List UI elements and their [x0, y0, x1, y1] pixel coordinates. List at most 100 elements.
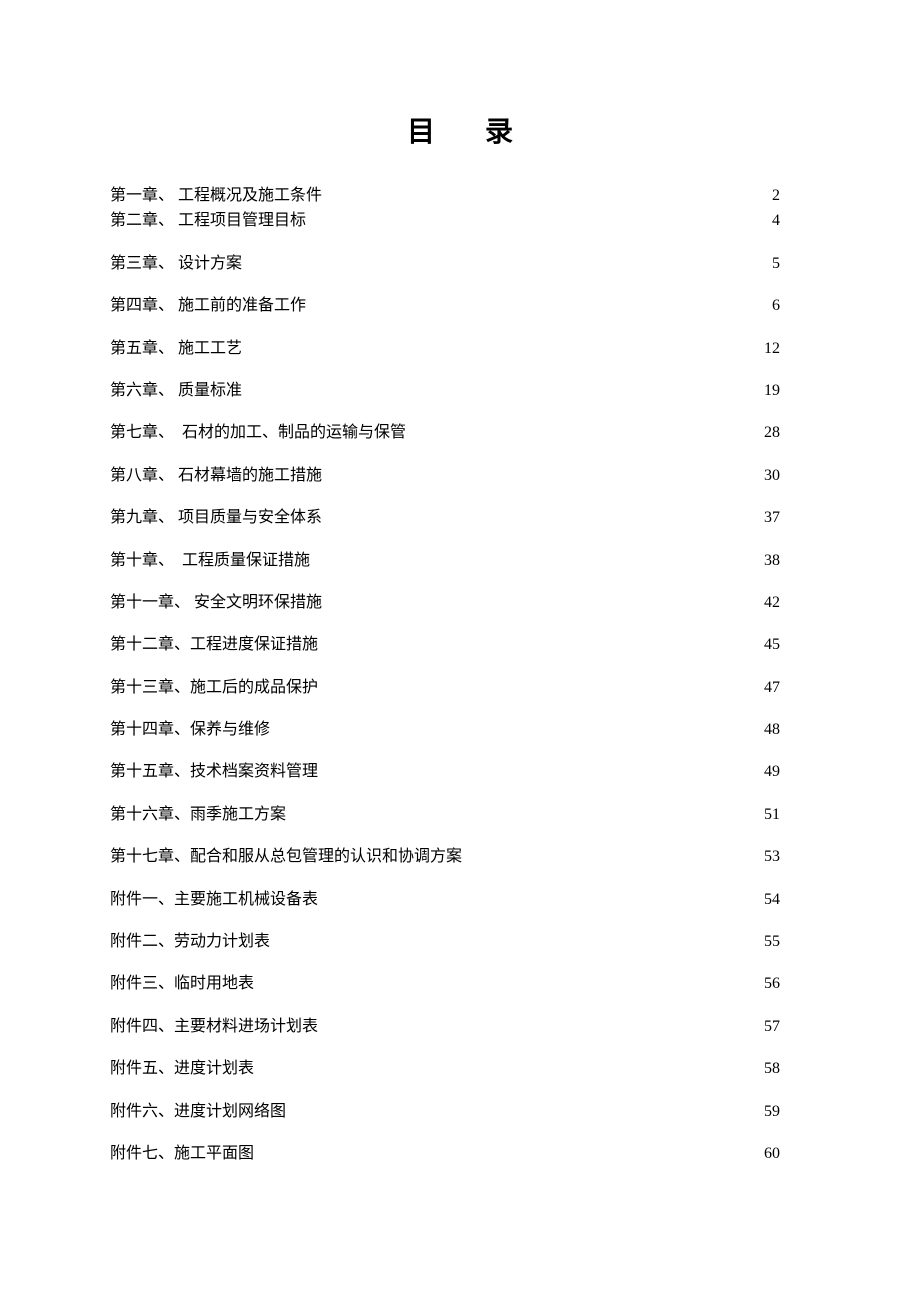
toc-entry-title: 施工前的准备工作: [174, 295, 306, 317]
toc-page-number: 45: [764, 634, 810, 656]
toc-page-number: 38: [764, 550, 810, 572]
toc-item: 附件五、进度计划表 58: [110, 1058, 810, 1080]
toc-chapter-label: 第二章、: [110, 210, 174, 232]
toc-entry-title: 主要施工机械设备表: [174, 889, 318, 911]
toc-page-number: 6: [772, 295, 810, 317]
toc-page-number: 54: [764, 889, 810, 911]
toc-chapter-label: 附件六、: [110, 1101, 174, 1123]
toc-item: 第一章、 工程概况及施工条件 2: [110, 185, 810, 207]
toc-entry-left: 附件三、临时用地表: [110, 973, 254, 995]
toc-chapter-label: 第一章、: [110, 185, 174, 207]
toc-chapter-label: 附件三、: [110, 973, 174, 995]
toc-chapter-label: 附件七、: [110, 1143, 174, 1165]
toc-entry-left: 附件一、主要施工机械设备表: [110, 889, 318, 911]
toc-page-number: 28: [764, 422, 810, 444]
toc-page-number: 56: [764, 973, 810, 995]
toc-chapter-label: 附件四、: [110, 1016, 174, 1038]
toc-entry-title: 施工平面图: [174, 1143, 254, 1165]
toc-chapter-label: 附件二、: [110, 931, 174, 953]
toc-entry-title: 工程概况及施工条件: [174, 185, 322, 207]
toc-item: 附件七、施工平面图 60: [110, 1143, 810, 1165]
toc-chapter-label: 第六章、: [110, 380, 174, 402]
toc-item: 第十三章、施工后的成品保护 47: [110, 677, 810, 699]
toc-entry-left: 第三章、 设计方案: [110, 253, 242, 275]
toc-item: 第十章、 工程质量保证措施38: [110, 550, 810, 572]
toc-entry-left: 第六章、 质量标准: [110, 380, 242, 402]
toc-chapter-label: 第八章、: [110, 465, 174, 487]
toc-item: 附件六、进度计划网络图 59: [110, 1101, 810, 1123]
toc-chapter-label: 附件五、: [110, 1058, 174, 1080]
toc-chapter-label: 第四章、: [110, 295, 174, 317]
toc-page-number: 47: [764, 677, 810, 699]
toc-item: 第七章、 石材的加工、制品的运输与保管 28: [110, 422, 810, 444]
page-container: 目录 第一章、 工程概况及施工条件2第二章、 工程项目管理目标4第三章、 设计方…: [0, 0, 920, 1165]
toc-page-number: 53: [764, 846, 810, 868]
toc-entry-left: 附件六、进度计划网络图: [110, 1101, 286, 1123]
toc-chapter-label: 第十二章、: [110, 634, 190, 656]
toc-entry-title: 安全文明环保措施: [190, 592, 322, 614]
toc-entry-left: 第五章、 施工工艺: [110, 338, 242, 360]
toc-item: 附件四、主要材料进场计划表 57: [110, 1016, 810, 1038]
toc-entry-left: 第十二章、工程进度保证措施: [110, 634, 318, 656]
toc-entry-title: 技术档案资料管理: [190, 761, 318, 783]
toc-item: 附件一、主要施工机械设备表 54: [110, 889, 810, 911]
toc-item: 第十七章、配合和服从总包管理的认识和协调方案 53: [110, 846, 810, 868]
toc-entry-title: 项目质量与安全体系: [174, 507, 322, 529]
toc-chapter-label: 第三章、: [110, 253, 174, 275]
toc-item: 第八章、 石材幕墙的施工措施 30: [110, 465, 810, 487]
toc-entry-left: 第四章、 施工前的准备工作: [110, 295, 306, 317]
toc-chapter-label: 第十七章、: [110, 846, 190, 868]
toc-entry-title: 工程项目管理目标: [174, 210, 306, 232]
toc-entry-title: 施工后的成品保护: [190, 677, 318, 699]
toc-item: 第十一章、 安全文明环保措施 42: [110, 592, 810, 614]
toc-page-number: 2: [772, 185, 810, 207]
toc-entry-title: 进度计划网络图: [174, 1101, 286, 1123]
toc-entry-left: 第十一章、 安全文明环保措施: [110, 592, 322, 614]
toc-page-number: 48: [764, 719, 810, 741]
toc-item: 第四章、 施工前的准备工作 6: [110, 295, 810, 317]
toc-page-number: 19: [764, 380, 810, 402]
toc-entry-left: 第八章、 石材幕墙的施工措施: [110, 465, 322, 487]
toc-entry-left: 第十七章、配合和服从总包管理的认识和协调方案: [110, 846, 462, 868]
toc-entry-left: 第十三章、施工后的成品保护: [110, 677, 318, 699]
toc-chapter-label: 第五章、: [110, 338, 174, 360]
toc-page-number: 51: [764, 804, 810, 826]
toc-entry-title: 主要材料进场计划表: [174, 1016, 318, 1038]
toc-entry-left: 第九章、 项目质量与安全体系: [110, 507, 322, 529]
toc-chapter-label: 第十三章、: [110, 677, 190, 699]
toc-item: 第九章、 项目质量与安全体系37: [110, 507, 810, 529]
toc-item: 第十五章、技术档案资料管理 49: [110, 761, 810, 783]
toc-chapter-label: 第十章、: [110, 550, 174, 572]
toc-item: 第二章、 工程项目管理目标4: [110, 210, 810, 232]
toc-entry-title: 工程进度保证措施: [190, 634, 318, 656]
toc-item: 第六章、 质量标准 19: [110, 380, 810, 402]
toc-entry-left: 附件七、施工平面图: [110, 1143, 254, 1165]
toc-page-number: 5: [772, 253, 810, 275]
toc-page-number: 30: [764, 465, 810, 487]
toc-item: 第十六章、雨季施工方案51: [110, 804, 810, 826]
toc-entry-title: 石材的加工、制品的运输与保管: [174, 422, 406, 444]
toc-page-number: 58: [764, 1058, 810, 1080]
toc-page-number: 12: [764, 338, 810, 360]
toc-page-number: 60: [764, 1143, 810, 1165]
toc-page-number: 49: [764, 761, 810, 783]
toc-entry-left: 第一章、 工程概况及施工条件: [110, 185, 322, 207]
toc-entry-title: 施工工艺: [174, 338, 242, 360]
toc-chapter-label: 第九章、: [110, 507, 174, 529]
toc-chapter-label: 第七章、: [110, 422, 174, 444]
toc-entry-title: 劳动力计划表: [174, 931, 270, 953]
toc-entry-title: 进度计划表: [174, 1058, 254, 1080]
toc-entry-title: 设计方案: [174, 253, 242, 275]
toc-entry-left: 附件二、劳动力计划表: [110, 931, 270, 953]
toc-item: 第五章、 施工工艺 12: [110, 338, 810, 360]
toc-chapter-label: 第十五章、: [110, 761, 190, 783]
toc-entry-left: 第二章、 工程项目管理目标: [110, 210, 306, 232]
toc-page-number: 42: [764, 592, 810, 614]
toc-chapter-label: 第十一章、: [110, 592, 190, 614]
toc-entry-title: 临时用地表: [174, 973, 254, 995]
toc-page-number: 59: [764, 1101, 810, 1123]
toc-item: 第十二章、工程进度保证措施 45: [110, 634, 810, 656]
toc-entry-title: 质量标准: [174, 380, 242, 402]
toc-page-number: 57: [764, 1016, 810, 1038]
toc-entry-left: 附件四、主要材料进场计划表: [110, 1016, 318, 1038]
